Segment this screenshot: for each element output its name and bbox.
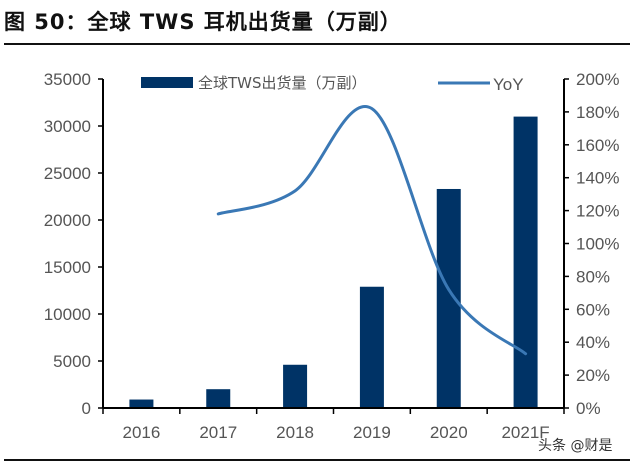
legend-bar-swatch — [141, 77, 193, 88]
x-tick-label: 2016 — [123, 423, 161, 442]
x-tick-label: 2020 — [430, 423, 468, 442]
right-tick-label: 100% — [576, 235, 619, 254]
bar-2018 — [283, 364, 308, 408]
bar-2017 — [206, 389, 231, 408]
x-tick-label: 2021F — [501, 423, 549, 442]
bottom-rule — [4, 459, 630, 461]
bar-2021F — [513, 116, 538, 408]
yoy-line — [216, 104, 528, 356]
right-tick-label: 0% — [576, 399, 601, 418]
left-tick-label: 15000 — [44, 258, 91, 277]
left-tick-label: 20000 — [44, 211, 91, 230]
left-tick-label: 30000 — [44, 117, 91, 136]
watermark: 头条 @财是 — [538, 438, 613, 454]
top-rule — [4, 43, 630, 45]
right-tick-label: 160% — [576, 136, 619, 155]
left-tick-label: 5000 — [53, 352, 91, 371]
bar-2019 — [359, 286, 384, 408]
x-tick-label: 2018 — [276, 423, 314, 442]
bar-2016 — [129, 399, 154, 408]
chart-title: 图 50：全球 TWS 耳机出货量（万副） — [4, 10, 402, 34]
x-tick-label: 2019 — [353, 423, 391, 442]
right-tick-label: 180% — [576, 103, 619, 122]
right-tick-label: 20% — [576, 366, 610, 385]
legend-line-label: YoY — [493, 75, 524, 94]
right-tick-label: 40% — [576, 333, 610, 352]
left-tick-label: 25000 — [44, 164, 91, 183]
right-tick-label: 80% — [576, 267, 610, 286]
right-tick-label: 120% — [576, 202, 619, 221]
left-tick-label: 10000 — [44, 305, 91, 324]
legend-bar-label: 全球TWS出货量（万副） — [198, 74, 367, 92]
left-tick-label: 0 — [82, 399, 91, 418]
left-tick-label: 35000 — [44, 70, 91, 89]
right-tick-label: 200% — [576, 70, 619, 89]
right-tick-label: 140% — [576, 169, 619, 188]
right-tick-label: 60% — [576, 300, 610, 319]
x-tick-label: 2017 — [199, 423, 237, 442]
bar-2020 — [436, 188, 461, 408]
